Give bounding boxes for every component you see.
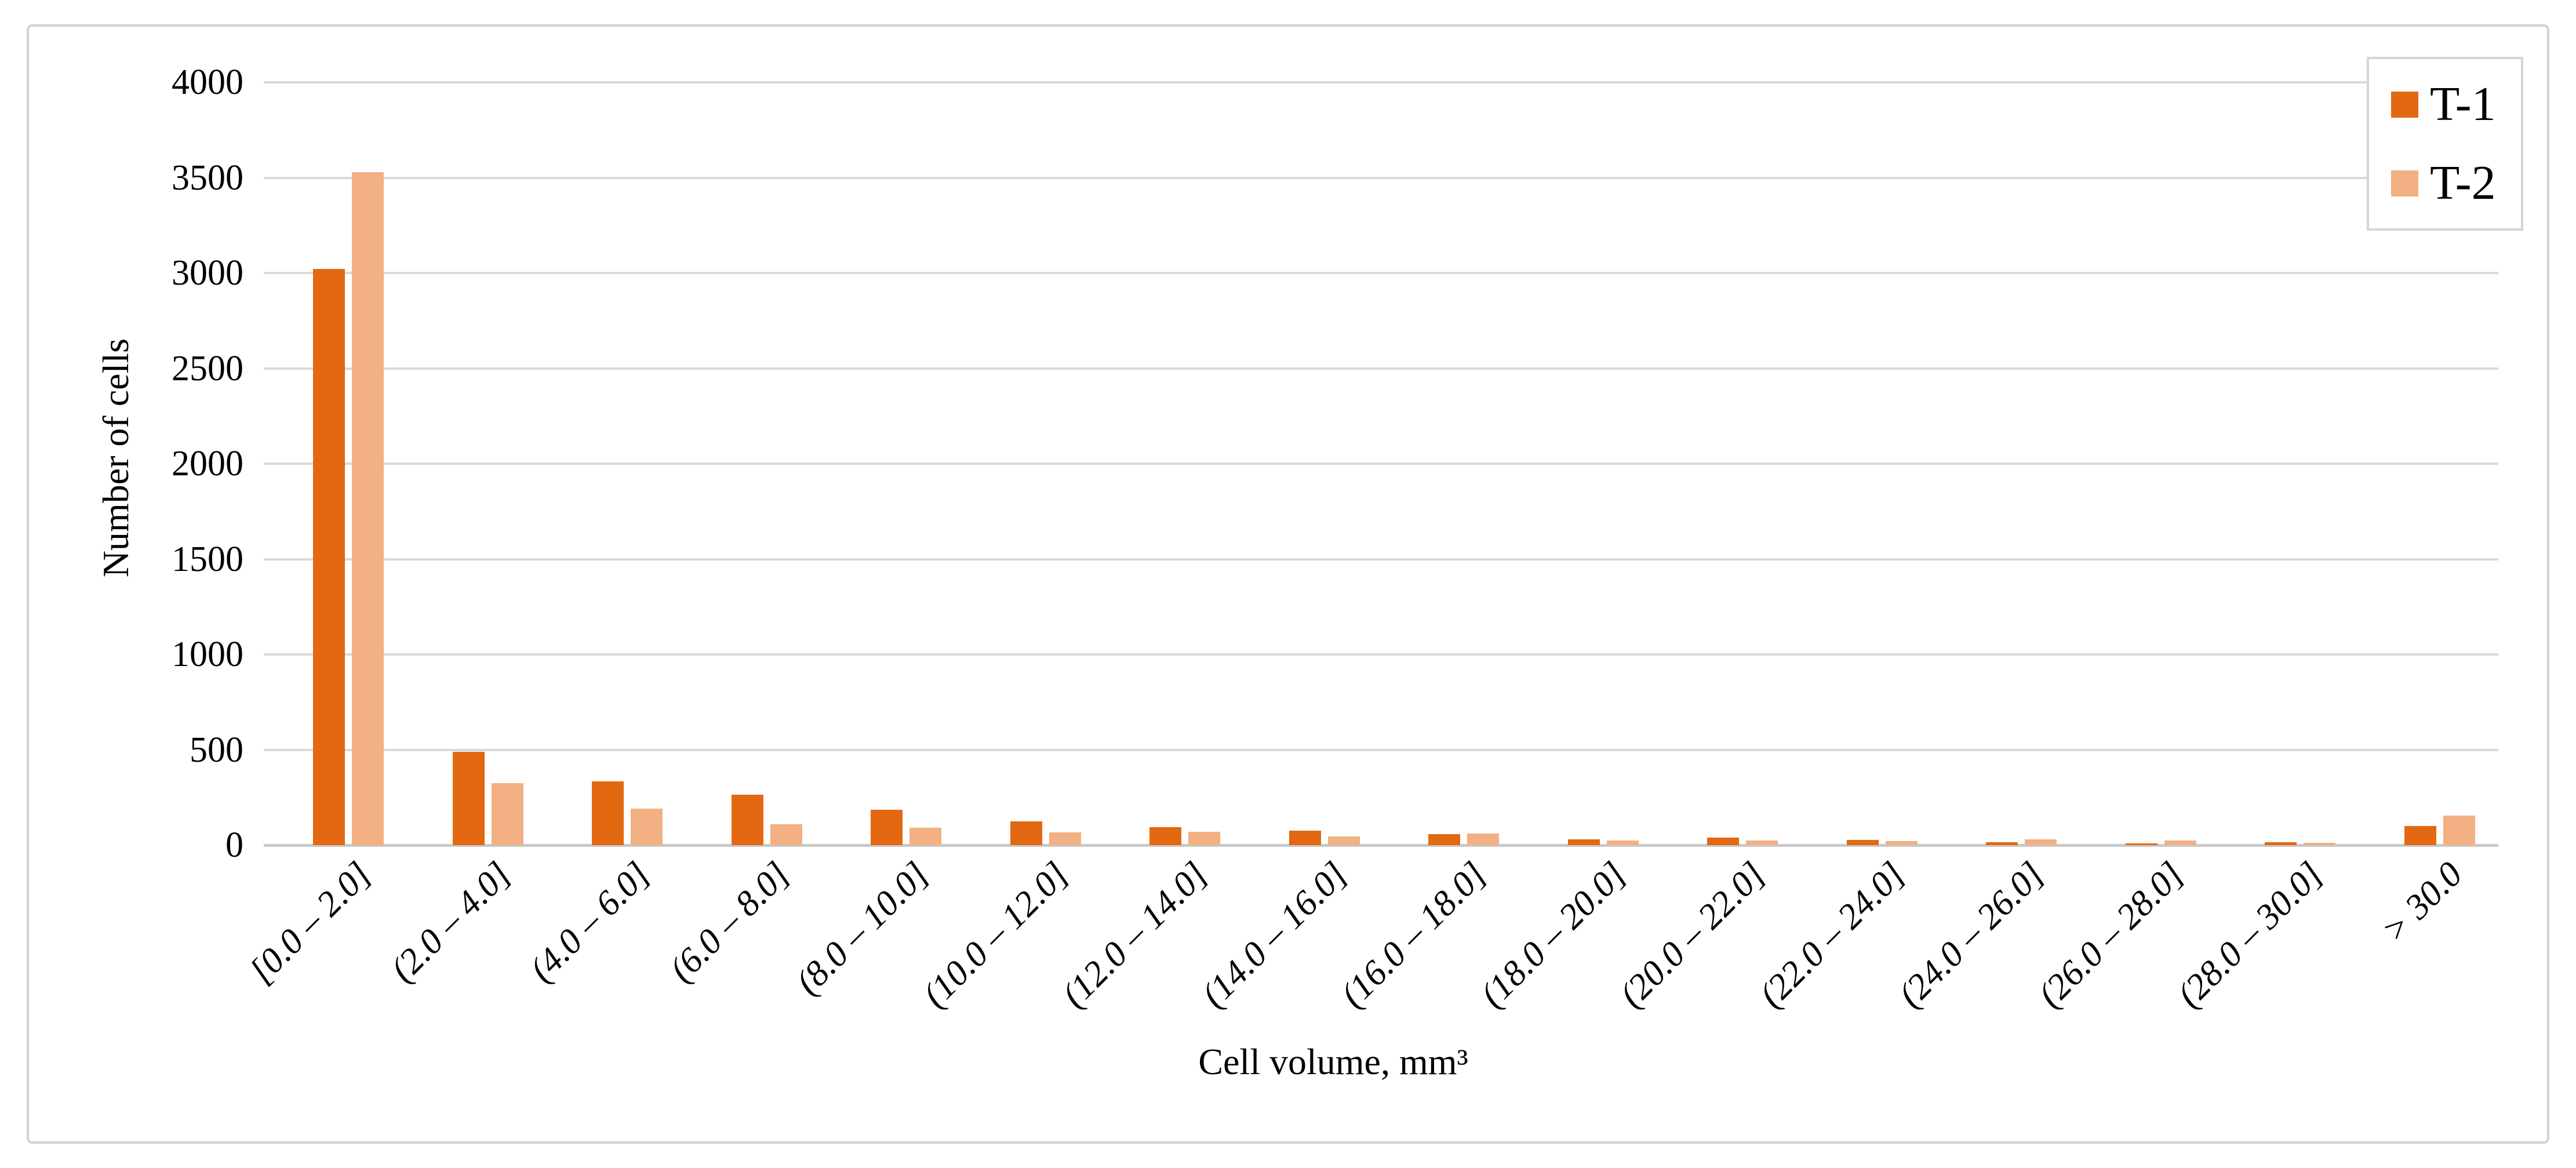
y-tick-label: 1000 xyxy=(172,635,243,674)
bar-t-1-cat2 xyxy=(592,781,624,845)
gridline xyxy=(264,367,2498,370)
bar-t-1-cat6 xyxy=(1149,827,1181,845)
bar-t-1-cat15 xyxy=(2404,826,2436,845)
legend-swatch-t2-icon xyxy=(2391,170,2418,197)
legend-label-t2: T-2 xyxy=(2430,156,2496,210)
bar-t-2-cat1 xyxy=(492,783,523,845)
chart-outer-border xyxy=(27,24,2549,1144)
y-tick-label: 4000 xyxy=(172,63,243,102)
bar-t-1-cat8 xyxy=(1428,834,1460,845)
bar-t-1-cat10 xyxy=(1707,838,1739,845)
gridline xyxy=(264,749,2498,751)
bar-t-2-cat13 xyxy=(2164,840,2196,845)
x-axis-line xyxy=(264,844,2498,847)
gridline xyxy=(264,272,2498,274)
bar-t-2-cat7 xyxy=(1328,836,1360,845)
bar-t-2-cat9 xyxy=(1607,840,1639,845)
gridline xyxy=(264,177,2498,179)
y-tick-label: 3000 xyxy=(172,253,243,293)
bar-t-2-cat0 xyxy=(352,172,384,845)
bar-t-2-cat11 xyxy=(1886,841,1918,845)
gridline xyxy=(264,653,2498,656)
bar-t-2-cat10 xyxy=(1746,840,1778,845)
bar-t-1-cat4 xyxy=(871,810,903,845)
legend-label-t1: T-1 xyxy=(2430,77,2496,131)
bar-t-2-cat15 xyxy=(2443,816,2475,845)
legend-item-t2: T-2 xyxy=(2391,159,2521,208)
bar-t-2-cat8 xyxy=(1467,834,1499,845)
y-tick-label: 2000 xyxy=(172,444,243,483)
y-tick-label: 500 xyxy=(190,730,243,770)
bar-t-1-cat0 xyxy=(313,269,345,845)
bar-t-2-cat5 xyxy=(1049,832,1081,845)
y-tick-label: 3500 xyxy=(172,158,243,198)
gridline xyxy=(264,558,2498,561)
y-tick-label: 1500 xyxy=(172,540,243,579)
bar-t-2-cat2 xyxy=(631,809,663,845)
bar-t-2-cat3 xyxy=(770,824,802,845)
bar-t-1-cat13 xyxy=(2126,843,2157,845)
bar-t-1-cat9 xyxy=(1568,839,1600,845)
legend-item-t1: T-1 xyxy=(2391,80,2521,129)
legend-swatch-t1-icon xyxy=(2391,91,2418,118)
y-tick-label: 0 xyxy=(225,825,243,865)
legend: T-1 T-2 xyxy=(2367,57,2523,231)
y-tick-label: 2500 xyxy=(172,349,243,388)
bar-t-1-cat12 xyxy=(1986,842,2018,845)
gridline xyxy=(264,81,2498,83)
bar-t-2-cat14 xyxy=(2304,843,2335,845)
bar-t-2-cat4 xyxy=(909,828,941,845)
bar-t-1-cat14 xyxy=(2265,842,2297,845)
bar-t-1-cat7 xyxy=(1289,831,1321,845)
x-axis-title: Cell volume, mm³ xyxy=(1198,1041,1468,1082)
bar-t-1-cat5 xyxy=(1010,821,1042,845)
bar-t-2-cat12 xyxy=(2025,839,2057,845)
bar-t-2-cat6 xyxy=(1188,832,1220,845)
bar-t-1-cat1 xyxy=(453,752,485,845)
bar-t-1-cat11 xyxy=(1847,840,1879,845)
gridline xyxy=(264,463,2498,465)
bar-t-1-cat3 xyxy=(732,795,763,845)
